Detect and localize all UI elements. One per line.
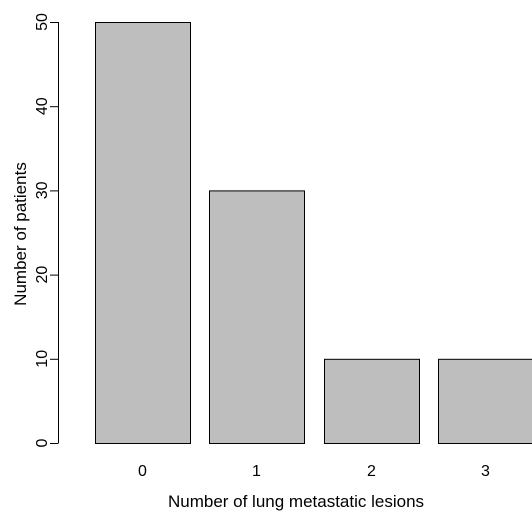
x-tick-labels: 0 1 2 3 xyxy=(138,463,490,480)
y-tick-label-20: 20 xyxy=(34,266,51,284)
y-axis: 0 10 20 30 40 50 xyxy=(34,13,59,447)
y-tick-label-0: 0 xyxy=(34,438,51,447)
y-axis-label: Number of patients xyxy=(11,162,30,306)
y-tick-label-50: 50 xyxy=(34,13,51,31)
x-axis-label: Number of lung metastatic lesions xyxy=(168,492,424,511)
x-tick-label-1: 1 xyxy=(252,463,261,480)
bar-1 xyxy=(209,190,305,444)
bar-0 xyxy=(95,22,191,444)
x-tick-label-3: 3 xyxy=(481,463,490,480)
y-tick-label-40: 40 xyxy=(34,97,51,115)
bar-2 xyxy=(324,358,420,444)
y-tick-label-10: 10 xyxy=(34,350,51,368)
bar-3 xyxy=(438,358,532,444)
bars-group xyxy=(95,22,532,444)
x-tick-label-2: 2 xyxy=(367,463,376,480)
y-tick-label-30: 30 xyxy=(34,181,51,199)
x-tick-label-0: 0 xyxy=(138,463,147,480)
